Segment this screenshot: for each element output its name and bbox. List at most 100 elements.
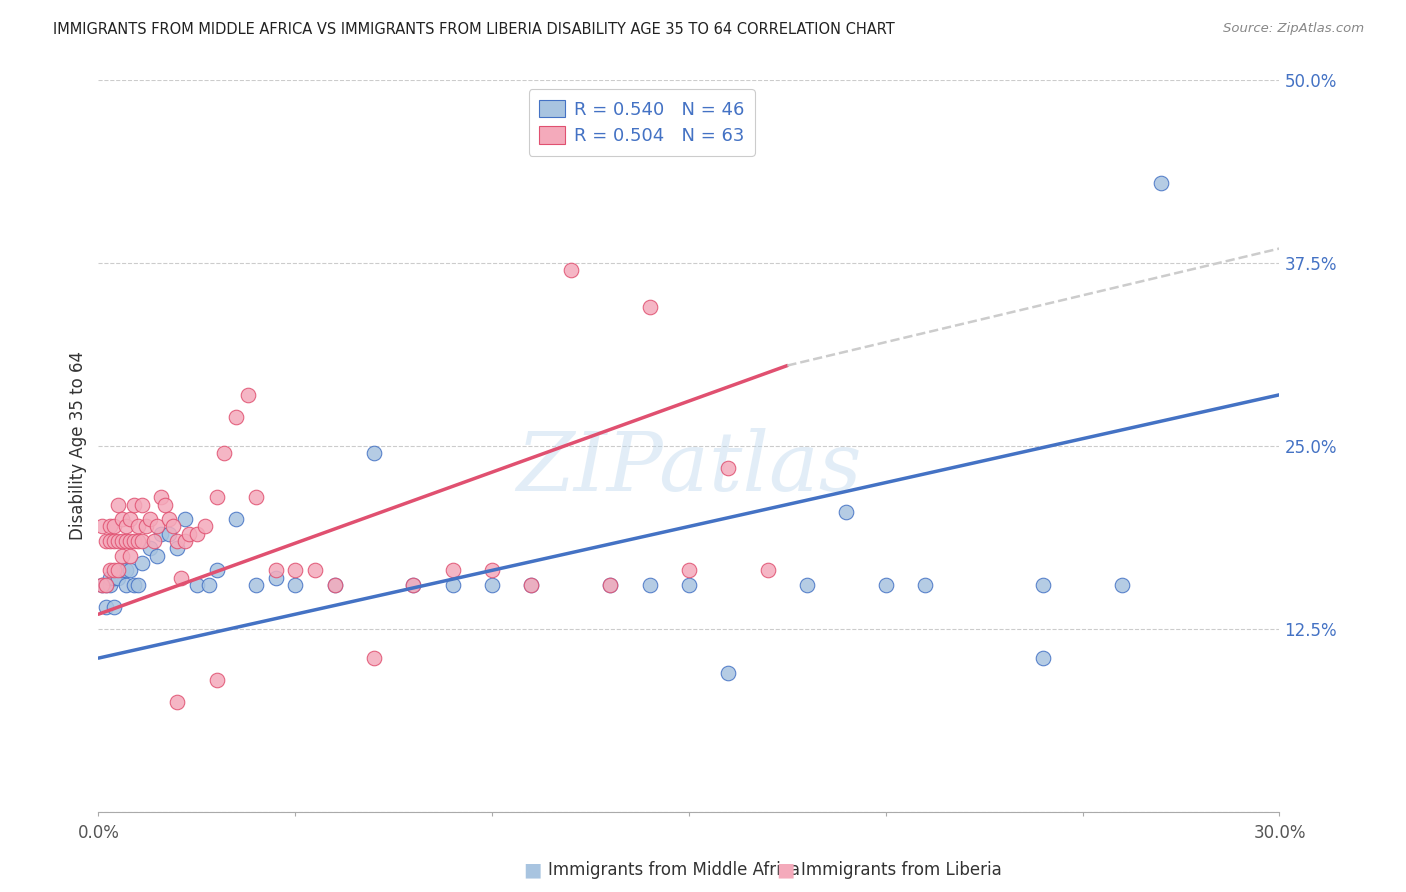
Point bbox=[127, 519, 149, 533]
Point bbox=[127, 578, 149, 592]
Point bbox=[717, 665, 740, 680]
Point bbox=[157, 512, 180, 526]
Y-axis label: Disability Age 35 to 64: Disability Age 35 to 64 bbox=[69, 351, 87, 541]
Point bbox=[115, 563, 138, 577]
Point bbox=[875, 578, 897, 592]
Point bbox=[103, 519, 125, 533]
Point bbox=[402, 578, 425, 592]
Point bbox=[107, 534, 129, 549]
Point bbox=[225, 512, 247, 526]
Point bbox=[214, 446, 236, 460]
Point bbox=[194, 519, 217, 533]
Point bbox=[186, 526, 208, 541]
Point bbox=[914, 578, 936, 592]
Point bbox=[363, 651, 385, 665]
Point bbox=[103, 599, 125, 614]
Point bbox=[103, 534, 125, 549]
Point bbox=[131, 556, 153, 570]
Point bbox=[107, 571, 129, 585]
Point bbox=[323, 578, 346, 592]
Point bbox=[111, 563, 134, 577]
Point bbox=[678, 578, 700, 592]
Point bbox=[166, 534, 188, 549]
Point bbox=[835, 505, 858, 519]
Point bbox=[98, 578, 121, 592]
Point bbox=[197, 578, 219, 592]
Point bbox=[122, 498, 145, 512]
Text: Immigrants from Liberia: Immigrants from Liberia bbox=[801, 861, 1002, 879]
Point bbox=[236, 388, 259, 402]
Point bbox=[111, 534, 134, 549]
Point bbox=[166, 541, 188, 556]
Point bbox=[98, 571, 121, 585]
Text: Source: ZipAtlas.com: Source: ZipAtlas.com bbox=[1223, 22, 1364, 36]
Point bbox=[284, 578, 307, 592]
Point bbox=[162, 519, 184, 533]
Point bbox=[157, 526, 180, 541]
Point bbox=[150, 490, 173, 504]
Point bbox=[717, 461, 740, 475]
Point bbox=[264, 563, 287, 577]
Point bbox=[441, 563, 464, 577]
Point bbox=[146, 519, 169, 533]
Point bbox=[284, 563, 307, 577]
Point bbox=[205, 563, 228, 577]
Point bbox=[174, 534, 197, 549]
Point bbox=[481, 563, 503, 577]
Point bbox=[135, 519, 157, 533]
Point bbox=[560, 263, 582, 277]
Point bbox=[638, 578, 661, 592]
Point bbox=[1032, 578, 1054, 592]
Point bbox=[131, 498, 153, 512]
Text: ■: ■ bbox=[523, 860, 541, 880]
Point bbox=[96, 599, 118, 614]
Point bbox=[122, 534, 145, 549]
Point bbox=[138, 512, 160, 526]
Point bbox=[177, 526, 200, 541]
Point bbox=[205, 490, 228, 504]
Point bbox=[142, 534, 165, 549]
Point bbox=[127, 534, 149, 549]
Point bbox=[796, 578, 818, 592]
Point bbox=[155, 498, 177, 512]
Point bbox=[599, 578, 621, 592]
Point bbox=[111, 549, 134, 563]
Point bbox=[91, 578, 114, 592]
Point bbox=[118, 563, 141, 577]
Point bbox=[1111, 578, 1133, 592]
Text: ■: ■ bbox=[776, 860, 794, 880]
Point bbox=[107, 498, 129, 512]
Point bbox=[245, 490, 267, 504]
Point bbox=[678, 563, 700, 577]
Point bbox=[98, 563, 121, 577]
Point bbox=[115, 519, 138, 533]
Point bbox=[131, 534, 153, 549]
Point bbox=[170, 571, 193, 585]
Point bbox=[115, 534, 138, 549]
Point bbox=[118, 512, 141, 526]
Point bbox=[520, 578, 543, 592]
Point bbox=[186, 578, 208, 592]
Text: Immigrants from Middle Africa: Immigrants from Middle Africa bbox=[548, 861, 800, 879]
Point bbox=[174, 512, 197, 526]
Point bbox=[111, 512, 134, 526]
Point bbox=[245, 578, 267, 592]
Point bbox=[91, 578, 114, 592]
Text: IMMIGRANTS FROM MIDDLE AFRICA VS IMMIGRANTS FROM LIBERIA DISABILITY AGE 35 TO 64: IMMIGRANTS FROM MIDDLE AFRICA VS IMMIGRA… bbox=[53, 22, 896, 37]
Point bbox=[264, 571, 287, 585]
Point bbox=[107, 563, 129, 577]
Point bbox=[481, 578, 503, 592]
Point bbox=[146, 549, 169, 563]
Point bbox=[118, 534, 141, 549]
Point bbox=[402, 578, 425, 592]
Point bbox=[756, 563, 779, 577]
Point bbox=[115, 578, 138, 592]
Point bbox=[96, 578, 118, 592]
Point bbox=[205, 673, 228, 687]
Point bbox=[225, 409, 247, 424]
Point bbox=[1150, 176, 1173, 190]
Legend: R = 0.540   N = 46, R = 0.504   N = 63: R = 0.540 N = 46, R = 0.504 N = 63 bbox=[529, 89, 755, 156]
Point bbox=[98, 534, 121, 549]
Point bbox=[96, 578, 118, 592]
Point bbox=[520, 578, 543, 592]
